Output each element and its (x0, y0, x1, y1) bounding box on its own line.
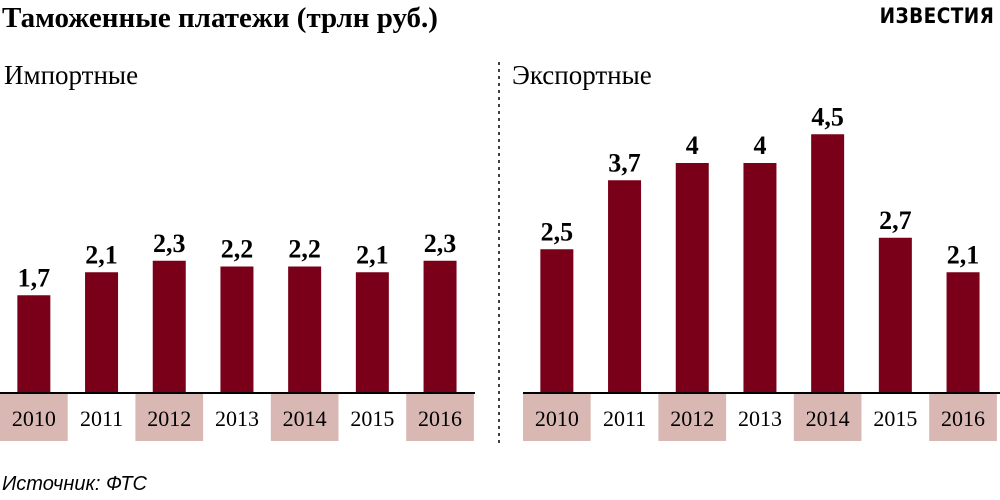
export-bar-2016 (946, 272, 980, 393)
export-year-label-2015: 2015 (873, 406, 917, 431)
import-bar-2010 (17, 295, 51, 393)
export-value-label-2013: 4 (753, 131, 766, 160)
export-bar-2015 (878, 237, 912, 393)
export-bar-2011 (608, 180, 642, 393)
export-bar-2010 (540, 249, 574, 393)
import-year-label-2015: 2015 (350, 406, 394, 431)
export-value-label-2016: 2,1 (947, 240, 980, 269)
import-bar-2012 (152, 260, 186, 393)
import-value-label-2012: 2,3 (153, 229, 186, 258)
source-note: Источник: ФТС (2, 473, 147, 495)
export-bar-2013 (743, 163, 777, 393)
export-year-highlight-2010 (523, 394, 591, 441)
export-value-label-2011: 3,7 (608, 148, 641, 177)
import-bar-2011 (85, 272, 119, 393)
import-bar-2013 (220, 266, 254, 393)
export-year-label-2011: 2011 (603, 406, 646, 431)
export-bar-2014 (811, 134, 845, 393)
import-year-highlight-2016 (406, 394, 474, 441)
export-year-label-2014: 2014 (806, 406, 850, 431)
import-year-highlight-2014 (270, 394, 339, 441)
import-bar-2015 (355, 272, 389, 393)
export-value-label-2014: 4,5 (811, 102, 844, 131)
export-year-label-2010: 2010 (535, 406, 579, 431)
import-value-label-2015: 2,1 (356, 240, 389, 269)
export-year-highlight-2016 (929, 394, 997, 441)
import-year-highlight-2010 (0, 394, 68, 441)
import-year-label-2013: 2013 (215, 406, 259, 431)
import-year-label-2012: 2012 (147, 406, 191, 431)
import-year-highlight-2012 (135, 394, 204, 441)
import-bar-2016 (423, 260, 457, 393)
export-year-label-2012: 2012 (670, 406, 714, 431)
import-year-label-2011: 2011 (80, 406, 123, 431)
import-value-label-2010: 1,7 (18, 263, 51, 292)
import-year-label-2016: 2016 (418, 406, 462, 431)
import-value-label-2013: 2,2 (221, 235, 254, 264)
export-year-highlight-2012 (658, 394, 727, 441)
import-year-label-2010: 2010 (12, 406, 56, 431)
export-panel-title: Экспортные (512, 60, 652, 90)
import-bar-2014 (288, 266, 322, 393)
izvestia-logo: ИЗВЕСТИЯ (879, 4, 994, 28)
import-panel-title: Импортные (4, 60, 139, 90)
export-year-highlight-2014 (793, 394, 862, 441)
export-value-label-2015: 2,7 (879, 206, 912, 235)
export-year-label-2013: 2013 (738, 406, 782, 431)
chart-title: Таможенные платежи (трлн руб.) (2, 2, 438, 34)
export-value-label-2010: 2,5 (541, 217, 574, 246)
import-value-label-2016: 2,3 (424, 229, 457, 258)
export-value-label-2012: 4 (686, 131, 699, 160)
export-bar-2012 (675, 163, 709, 393)
import-value-label-2014: 2,2 (288, 235, 321, 264)
export-year-label-2016: 2016 (941, 406, 985, 431)
import-year-label-2014: 2014 (283, 406, 327, 431)
import-value-label-2011: 2,1 (85, 240, 118, 269)
